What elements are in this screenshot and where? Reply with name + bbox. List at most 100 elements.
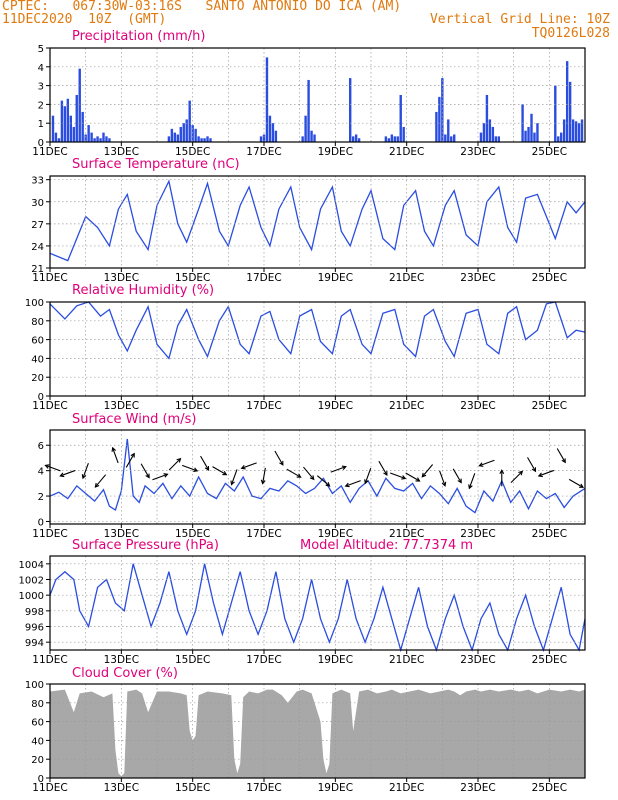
precip-bar [301, 136, 304, 142]
wind-arrow-head [230, 480, 235, 486]
y-tick-label: 996 [25, 623, 44, 634]
x-tick-label: 13DEC [104, 146, 139, 158]
header-model-code: TQ0126L028 [531, 26, 610, 41]
wind-arrow-shaft [439, 470, 446, 486]
wind-arrow-shaft [181, 464, 198, 472]
x-tick-label: 15DEC [175, 400, 210, 412]
wind-arrow-shaft [538, 469, 555, 477]
precip-bar [75, 95, 78, 142]
precip-bar [565, 61, 569, 142]
x-tick-label: 23DEC [460, 654, 495, 666]
precip-bar [530, 113, 533, 142]
precip-bar [577, 123, 581, 142]
panel-frame-4 [49, 555, 586, 651]
wind-arrow-shaft [390, 472, 406, 479]
y-tick-label: 21 [31, 264, 44, 275]
wind-arrow-shaft [421, 464, 434, 478]
x-tick-label: 11DEC [32, 272, 67, 284]
precip-bar [536, 123, 539, 142]
x-tick-label: 17DEC [246, 146, 281, 158]
panel-title-3: Surface Wind (m/s) [72, 412, 196, 427]
precip-bar [173, 132, 177, 142]
precip-bar [399, 95, 402, 142]
x-tick-label: 19DEC [318, 400, 353, 412]
panel-frame-0 [49, 47, 586, 143]
x-tick-label: 19DEC [318, 528, 353, 540]
precip-bar [571, 119, 575, 142]
y-tick-label: 27 [31, 220, 44, 231]
precip-bar [524, 130, 527, 142]
wind-arrow-head [296, 473, 302, 478]
precip-bar [90, 132, 93, 142]
y-tick-label: 0 [38, 138, 44, 149]
precip-bar [307, 79, 310, 142]
precip-bar [99, 138, 102, 142]
wind-arrow-shaft [125, 453, 135, 468]
precip-bar [557, 136, 560, 142]
precip-bar [438, 96, 441, 142]
precip-bar [568, 81, 572, 142]
precip-bar [527, 126, 530, 142]
wind-arrow-head [240, 464, 246, 470]
precip-bar [262, 134, 266, 142]
wind-arrow-shaft [479, 459, 495, 467]
x-tick-label: 25DEC [532, 654, 567, 666]
precip-bar [488, 119, 492, 142]
x-tick-label: 13DEC [104, 528, 139, 540]
wind-arrow-shaft [60, 469, 76, 477]
header-grid-line-note: Vertical Grid Line: 10Z [429, 12, 610, 27]
precip-bar [78, 68, 81, 142]
x-tick-label: 25DEC [532, 782, 567, 794]
precip-bar [494, 136, 498, 142]
wind-arrow-head [222, 470, 228, 476]
wind-arrow-head [579, 483, 585, 488]
wind-arrow-head [561, 458, 566, 464]
precip-bar [96, 136, 99, 142]
wind-arrow-shaft [94, 474, 107, 488]
x-tick-label: 15DEC [175, 146, 210, 158]
wind-arrow-head [457, 478, 462, 484]
x-tick-label: 17DEC [246, 654, 281, 666]
x-tick-label: 25DEC [532, 528, 567, 540]
wind-arrow-shaft [405, 472, 420, 482]
x-tick-label: 11DEC [32, 782, 67, 794]
x-tick-label: 21DEC [389, 528, 424, 540]
wind-arrow-head [401, 475, 407, 480]
precip-bar [482, 123, 486, 142]
precip-bar [491, 126, 495, 142]
precip-bar [81, 111, 84, 142]
precip-bar [167, 136, 171, 142]
precip-bar [209, 138, 212, 142]
wind-arrow-head [193, 467, 199, 472]
y-tick-label: 40 [31, 354, 44, 365]
x-tick-label: 17DEC [246, 400, 281, 412]
precip-bar [259, 136, 263, 142]
precip-bar [69, 115, 73, 142]
wind-arrow-head [468, 484, 473, 490]
wind-arrow-head [279, 460, 284, 466]
wind-arrow-shaft [241, 462, 257, 469]
y-tick-label: 4 [38, 63, 44, 74]
y-tick-label: 2 [38, 492, 44, 503]
y-tick-label: 24 [31, 242, 44, 253]
precip-bar [102, 132, 105, 142]
x-tick-label: 17DEC [246, 272, 281, 284]
precip-bar [63, 106, 67, 142]
precip-bar [268, 115, 272, 142]
x-tick-label: 13DEC [104, 782, 139, 794]
y-tick-label: 6 [38, 441, 44, 452]
precip-bar [444, 134, 447, 142]
wind-arrow-head [81, 474, 87, 480]
wind-arrow-shaft [468, 473, 476, 489]
wind-arrow-head [94, 482, 100, 488]
x-tick-label: 13DEC [104, 654, 139, 666]
y-tick-label: 0 [38, 392, 44, 403]
x-tick-label: 23DEC [460, 400, 495, 412]
y-tick-label: 994 [25, 638, 44, 649]
precip-bar [93, 138, 96, 142]
wind-arrow-head [111, 446, 117, 452]
x-tick-label: 15DEC [175, 782, 210, 794]
wind-arrow-head [325, 482, 331, 487]
precip-bar [348, 78, 352, 142]
model-altitude-label: Model Altitude: 77.7374 m [300, 538, 473, 553]
